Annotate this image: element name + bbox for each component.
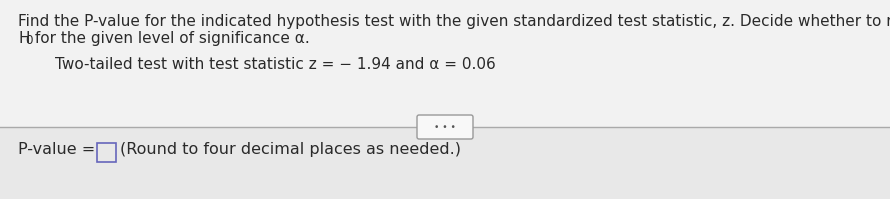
- Text: 0: 0: [25, 34, 33, 47]
- FancyBboxPatch shape: [96, 142, 116, 162]
- Text: P-value =: P-value =: [18, 142, 101, 157]
- Text: H: H: [18, 31, 29, 46]
- Text: for the given level of significance α.: for the given level of significance α.: [30, 31, 310, 46]
- Text: (Round to four decimal places as needed.): (Round to four decimal places as needed.…: [120, 142, 461, 157]
- Text: Find the P-value for the indicated hypothesis test with the given standardized t: Find the P-value for the indicated hypot…: [18, 14, 890, 29]
- FancyBboxPatch shape: [417, 115, 473, 139]
- Bar: [0, 0, 890, 127]
- Bar: [0, 127, 890, 199]
- Text: Two-tailed test with test statistic z = − 1.94 and α = 0.06: Two-tailed test with test statistic z = …: [55, 57, 496, 72]
- Text: • • •: • • •: [434, 123, 456, 132]
